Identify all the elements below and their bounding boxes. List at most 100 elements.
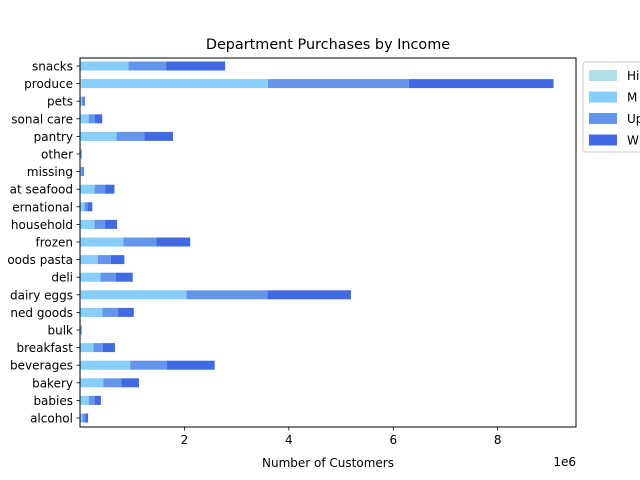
bar-produce-hi — [80, 79, 82, 89]
bar-frozen-w — [156, 237, 191, 247]
bar-bulk-w — [81, 325, 82, 335]
bar-other-up — [80, 149, 82, 159]
bar-meat-seafood-up — [94, 184, 106, 194]
bar-pantry-up — [116, 131, 145, 141]
y-tick-label: oods pasta — [7, 253, 73, 267]
bar-other-w — [81, 149, 82, 159]
bar-dairy-eggs-m — [81, 290, 187, 300]
bar-pets-up — [81, 96, 84, 106]
legend-swatch-w — [589, 134, 617, 146]
bar-babies-m — [80, 395, 89, 405]
bar-dry-goods-pasta-up — [97, 255, 111, 265]
bar-canned-goods-up — [102, 307, 119, 317]
y-tick-label: snacks — [32, 60, 73, 74]
y-tick-label: beverages — [10, 359, 73, 373]
bar-deli-m — [80, 272, 101, 282]
legend: Hi M Up W — [582, 61, 640, 153]
bar-dry-goods-pasta-m — [80, 255, 98, 265]
bar-personal-care-m — [80, 114, 89, 124]
y-axis: alcohol babies bakery beverages breakfast bul… — [7, 60, 80, 426]
bar-pantry-m — [80, 131, 117, 141]
bar-bakery-w — [121, 378, 139, 388]
legend-label-hi: Hi — [627, 69, 639, 83]
bar-alcohol-up — [82, 413, 86, 423]
legend-swatch-up — [589, 113, 617, 124]
y-tick-label: frozen — [35, 236, 73, 250]
bar-produce-m — [81, 79, 268, 89]
bar-household-w — [105, 219, 118, 229]
bar-missing-m — [80, 167, 82, 177]
bar-breakfast-w — [102, 343, 115, 353]
y-tick-label: pets — [47, 95, 73, 109]
bar-meat-seafood-w — [105, 184, 115, 194]
bar-breakfast-up — [93, 343, 103, 353]
bar-pets-w — [83, 96, 85, 106]
bar-pets-m — [80, 96, 82, 106]
chart-title: Department Purchases by Income — [206, 37, 450, 53]
bars-group — [80, 61, 554, 423]
y-tick-label: bakery — [32, 376, 73, 390]
x-tick-label: 4 — [285, 433, 293, 447]
y-tick-label: ernational — [12, 200, 73, 214]
bar-beverages-w — [166, 360, 215, 370]
legend-label-up: Up — [627, 112, 640, 126]
bar-babies-up — [88, 395, 95, 405]
bar-household-up — [94, 219, 106, 229]
legend-swatch-m — [589, 91, 617, 103]
x-axis-label: Number of Customers — [262, 456, 394, 470]
y-tick-label: other — [41, 148, 73, 162]
bar-deli-w — [116, 272, 133, 282]
bar-bulk-up — [80, 325, 82, 335]
bar-beverages-up — [130, 360, 167, 370]
bar-missing-w — [82, 167, 84, 177]
bar-bakery-m — [80, 378, 104, 388]
y-tick-label: missing — [27, 165, 73, 179]
y-tick-label: ned goods — [10, 306, 73, 320]
y-tick-label: bulk — [47, 324, 73, 338]
bar-canned-goods-m — [80, 307, 103, 317]
y-tick-label: sonal care — [11, 112, 73, 126]
x-axis: 2 4 6 8 — [181, 427, 502, 447]
bar-alcohol-w — [85, 413, 89, 423]
plot-frame — [79, 57, 577, 428]
bar-breakfast-m — [80, 343, 94, 353]
bar-produce-up — [267, 79, 409, 89]
bar-canned-goods-w — [118, 307, 134, 317]
x-tick-label: 6 — [389, 433, 397, 447]
bar-beverages-m — [80, 360, 131, 370]
bar-international-w — [87, 202, 93, 212]
y-tick-label: alcohol — [30, 412, 73, 426]
legend-label-m: M — [627, 91, 637, 105]
bar-personal-care-up — [88, 114, 95, 124]
x-axis-offset-label: 1e6 — [553, 455, 576, 469]
bar-dairy-eggs-w — [267, 290, 351, 300]
bar-household-m — [80, 219, 95, 229]
legend-label-w: W — [627, 134, 639, 148]
bar-frozen-up — [123, 237, 157, 247]
bar-babies-w — [94, 395, 101, 405]
y-tick-label: babies — [33, 394, 73, 408]
x-tick-label: 8 — [494, 433, 502, 447]
x-tick-label: 2 — [181, 433, 189, 447]
bar-international-m — [80, 202, 85, 212]
bar-missing-up — [81, 167, 83, 177]
bar-alcohol-m — [80, 413, 83, 423]
y-tick-label: at seafood — [10, 183, 73, 197]
bar-pantry-w — [144, 131, 173, 141]
bar-international-up — [84, 202, 88, 212]
y-tick-label: produce — [24, 77, 73, 91]
bar-meat-seafood-m — [80, 184, 95, 194]
legend-box — [582, 61, 640, 153]
legend-swatch-hi — [589, 70, 617, 81]
y-tick-label: household — [11, 218, 73, 232]
bar-snacks-m — [80, 61, 129, 71]
y-tick-label: dairy eggs — [10, 288, 73, 302]
bar-dry-goods-pasta-w — [110, 255, 125, 265]
bar-dairy-eggs-up — [186, 290, 268, 300]
y-tick-label: breakfast — [16, 341, 73, 355]
bar-personal-care-w — [94, 114, 103, 124]
bar-frozen-m — [80, 237, 124, 247]
bar-dairy-eggs-hi — [80, 290, 82, 300]
bar-produce-w — [408, 79, 554, 89]
